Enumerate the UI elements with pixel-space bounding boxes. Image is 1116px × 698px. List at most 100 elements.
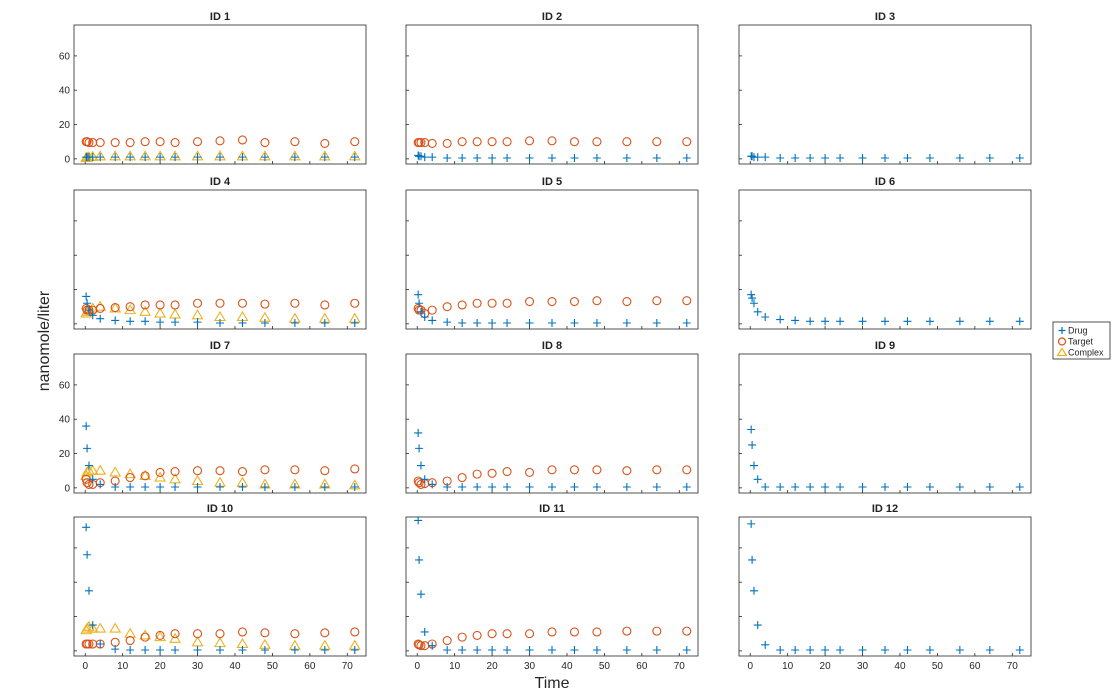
drug-point (96, 639, 105, 648)
drug-point (753, 153, 762, 162)
target-point (81, 303, 91, 313)
target-point (622, 137, 632, 147)
drug-point (126, 153, 135, 162)
drug-point (156, 482, 165, 491)
drug-point (320, 318, 329, 327)
target-point (592, 465, 602, 475)
target-point (547, 296, 557, 307)
drug-point (592, 645, 601, 654)
target-point (110, 302, 120, 313)
drug-point (428, 480, 437, 489)
drug-point (858, 482, 867, 491)
plot-area (738, 24, 1032, 165)
drug-point (96, 314, 105, 323)
drug-point (682, 482, 691, 491)
y-tick-label: 40 (59, 415, 71, 426)
drug-point (488, 153, 497, 162)
x-tick-label: 20 (487, 661, 499, 672)
target-point (237, 466, 248, 477)
drug-point (126, 482, 135, 491)
drug-point (415, 299, 424, 308)
drug-point (622, 482, 631, 491)
drug-point (290, 482, 299, 491)
plot-area (738, 353, 1032, 494)
target-point (125, 473, 135, 483)
drug-point (652, 318, 661, 327)
target-point (95, 303, 105, 313)
target-point (472, 469, 482, 479)
drug-point (548, 318, 556, 327)
target-point (622, 296, 632, 307)
drug-point (682, 645, 691, 654)
complex-point (124, 468, 137, 479)
x-tick-label: 30 (524, 661, 536, 672)
target-point (110, 137, 120, 148)
complex-point (191, 636, 204, 647)
x-tick-label: 0 (82, 661, 88, 672)
target-point (260, 299, 270, 309)
target-point (290, 137, 300, 147)
drug-point (88, 311, 97, 320)
drug-point (776, 153, 785, 162)
drug-point (141, 153, 150, 162)
complex-point (80, 469, 93, 480)
drug-point (747, 290, 756, 299)
drug-point (126, 645, 135, 654)
y-tick-label: 40 (59, 86, 71, 97)
drug-point (111, 482, 120, 491)
drug-point (458, 482, 467, 491)
drug-point (350, 153, 359, 162)
drug-point (171, 153, 180, 162)
drug-point (290, 645, 299, 654)
drug-point (488, 645, 497, 654)
drug-point (592, 482, 601, 491)
panel-title: ID 3 (875, 11, 895, 23)
drug-point (443, 318, 452, 327)
triangle-icon (1056, 347, 1068, 357)
target-point (547, 465, 557, 475)
drug-point (881, 645, 889, 654)
legend-item-drug: Drug (1058, 326, 1088, 336)
target-point (125, 636, 135, 646)
circle-icon (1057, 337, 1067, 346)
target-point (192, 137, 203, 147)
drug-point (416, 590, 425, 599)
drug-point (503, 153, 512, 162)
drug-point (570, 482, 579, 491)
target-point (237, 298, 248, 308)
target-point (652, 465, 662, 475)
drug-point (420, 153, 429, 162)
drug-point (791, 482, 800, 491)
target-point (569, 627, 580, 637)
target-point (290, 298, 300, 308)
x-tick-label: 40 (229, 661, 241, 672)
drug-point (858, 317, 867, 326)
legend: Drug Target Complex (1052, 321, 1111, 360)
drug-point (903, 317, 912, 326)
drug-point (84, 586, 93, 595)
drug-point (682, 318, 691, 327)
target-point (457, 632, 467, 642)
drug-point (260, 482, 269, 491)
drug-point (290, 318, 299, 327)
drug-point (428, 316, 437, 325)
panel-title: ID 9 (875, 340, 895, 352)
complex-point (94, 464, 107, 475)
y-tick-label: 0 (64, 483, 70, 494)
drug-point (171, 318, 180, 327)
target-point (487, 468, 497, 478)
drug-point (570, 318, 579, 327)
target-point (413, 639, 423, 649)
target-point (82, 478, 92, 488)
target-point (260, 137, 270, 148)
drug-point (428, 641, 437, 650)
target-point (416, 137, 426, 148)
target-point (442, 302, 452, 312)
drug-point (881, 153, 889, 162)
x-tick-label: 10 (782, 661, 794, 672)
complex-point (169, 632, 182, 643)
x-tick-label: 50 (267, 661, 279, 672)
target-point (682, 626, 692, 636)
target-point (457, 300, 467, 310)
target-point (524, 629, 535, 639)
